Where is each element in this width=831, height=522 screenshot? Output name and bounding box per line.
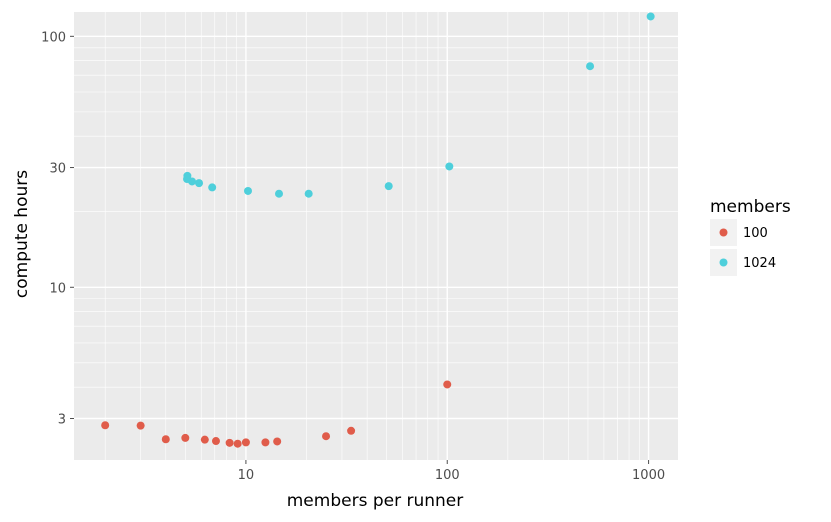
data-point xyxy=(233,439,242,448)
y-tick-label: 10 xyxy=(49,281,66,296)
data-point xyxy=(243,186,252,195)
y-axis-ticks: 3 10 30 100 xyxy=(41,30,74,427)
data-point xyxy=(273,437,282,446)
data-points xyxy=(101,12,655,448)
x-tick-label: 10 xyxy=(238,468,255,483)
data-point xyxy=(241,438,250,447)
data-point xyxy=(322,432,331,441)
data-point xyxy=(384,182,393,191)
legend-key-marker xyxy=(719,228,728,237)
legend-label: 100 xyxy=(743,226,768,241)
legend-label: 1024 xyxy=(743,256,776,271)
major-gridlines xyxy=(74,12,678,460)
data-point xyxy=(586,62,595,71)
legend-items: 100 1024 xyxy=(710,219,776,276)
data-point xyxy=(188,177,197,186)
legend: members 100 1024 xyxy=(710,197,791,276)
y-tick-label: 100 xyxy=(41,30,66,45)
plot-panel xyxy=(74,12,678,460)
y-tick-label: 3 xyxy=(58,412,66,427)
x-tick-label: 100 xyxy=(435,468,460,483)
x-axis-ticks: 10 100 1000 xyxy=(238,460,665,483)
y-axis-title: compute hours xyxy=(12,170,32,298)
data-point xyxy=(195,179,204,188)
data-point xyxy=(200,435,209,444)
data-point xyxy=(101,421,110,430)
legend-title: members xyxy=(710,197,791,217)
x-axis-title: members per runner xyxy=(287,491,463,511)
data-point xyxy=(181,433,190,442)
data-point xyxy=(347,426,356,435)
data-point xyxy=(211,437,220,446)
data-point xyxy=(261,438,270,447)
data-point xyxy=(183,171,192,180)
data-point xyxy=(443,380,452,389)
data-point xyxy=(445,162,454,171)
legend-key-marker xyxy=(719,258,728,267)
x-tick-label: 1000 xyxy=(632,468,665,483)
data-point xyxy=(646,12,655,21)
data-point xyxy=(225,438,234,447)
minor-gridlines xyxy=(74,12,678,460)
data-point xyxy=(161,435,170,444)
data-point xyxy=(304,189,313,198)
data-point xyxy=(136,421,145,430)
data-point xyxy=(208,183,217,192)
y-tick-label: 30 xyxy=(49,162,66,177)
data-point xyxy=(275,189,284,198)
